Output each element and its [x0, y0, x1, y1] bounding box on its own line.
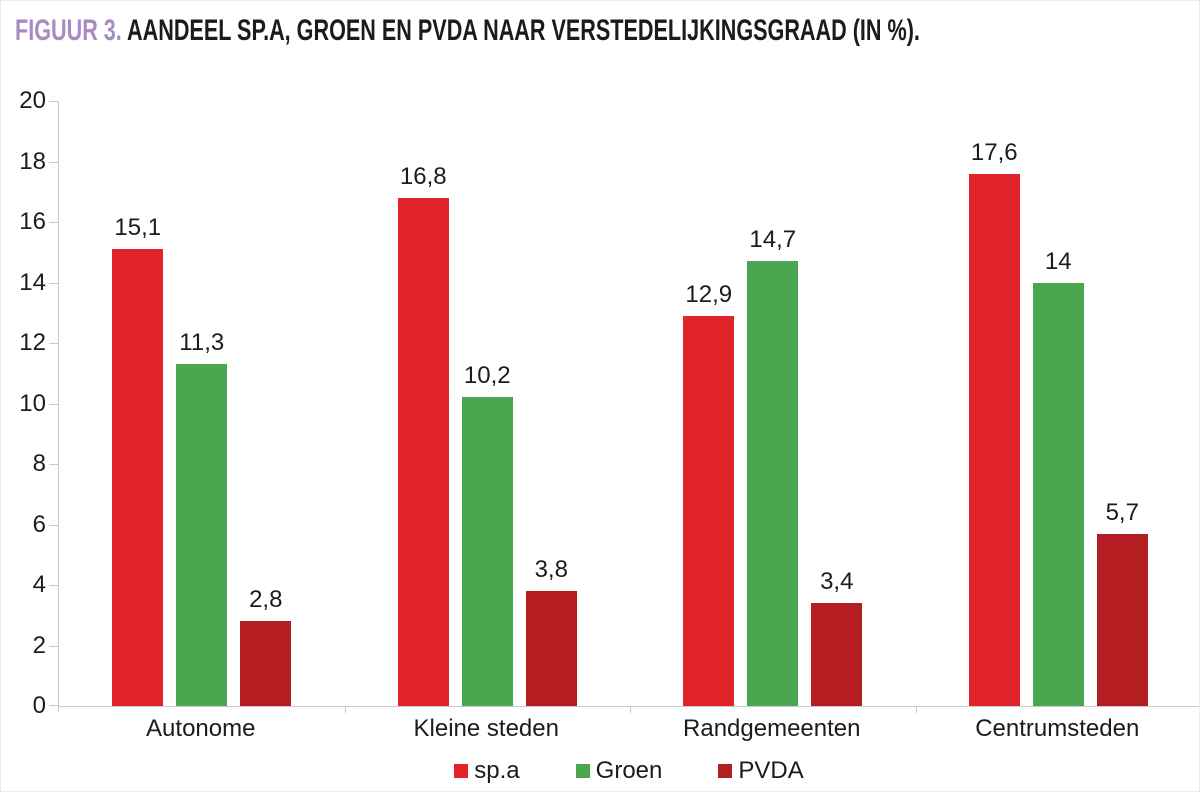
y-tick-label-14: 14	[19, 268, 46, 296]
legend: sp.a Groen PVDA	[58, 757, 1199, 785]
bar-pvda-centrumsteden	[1096, 533, 1148, 706]
bar-groen-autonome	[176, 364, 228, 706]
x-tick-mark-2	[630, 706, 631, 713]
y-tick-mark-8	[49, 464, 58, 465]
y-tick-label-20: 20	[19, 87, 46, 114]
legend-label-sp-a: sp.a	[474, 757, 520, 784]
y-tick-label-16: 16	[19, 208, 46, 235]
legend-label-groen: Groen	[595, 757, 663, 784]
value-label-groen-autonome: 11,3	[179, 329, 225, 357]
y-tick-label-2: 2	[32, 631, 46, 659]
value-label-sp-a-centrumsteden: 17,6	[970, 138, 1018, 166]
y-tick-label-18: 18	[19, 147, 46, 175]
legend-item-groen: Groen	[575, 757, 663, 785]
y-tick-mark-0	[49, 705, 58, 706]
value-label-sp-a-autonome: 15,1	[114, 214, 162, 242]
x-tick-mark-3	[915, 706, 917, 713]
figure-title: FIGUUR 3. AANDEEL SP.A, GROEN EN PVDA NA…	[15, 15, 920, 47]
y-tick-label-6: 6	[32, 510, 46, 538]
bar-groen-kleine-steden	[461, 397, 513, 706]
y-tick-label-12: 12	[19, 329, 46, 356]
y-tick-mark-10	[49, 403, 58, 405]
bar-groen-centrumsteden	[1032, 282, 1084, 706]
x-axis-label-autonome: Autonome	[146, 715, 256, 742]
legend-label-pvda: PVDA	[738, 757, 804, 784]
y-tick-label-0: 0	[32, 692, 46, 719]
bar-pvda-randgemeenten	[811, 603, 863, 706]
value-label-groen-randgemeenten: 14,7	[749, 226, 797, 254]
value-label-pvda-autonome: 2,8	[249, 586, 283, 614]
plot-area: 15,1 11,3 2,8 16,8 10,2 3,8 12,9 14,7 3,4 17,6 14 5…	[49, 101, 1199, 713]
legend-swatch-icon-groen	[575, 764, 590, 778]
y-tick-label-8: 8	[32, 450, 46, 477]
bar-sp-a-centrumsteden	[968, 173, 1020, 706]
value-label-pvda-kleine-steden: 3,8	[534, 556, 568, 584]
bar-pvda-kleine-steden	[525, 591, 577, 706]
bar-sp-a-kleine-steden	[397, 197, 449, 706]
figure-title-text: AANDEEL SP.A, GROEN EN PVDA NAAR VERSTED…	[121, 14, 920, 47]
y-tick-mark-16	[49, 222, 58, 223]
bar-groen-randgemeenten	[747, 261, 799, 706]
bar-pvda-autonome	[240, 621, 292, 706]
y-axis-line-extension	[58, 706, 59, 712]
x-axis-label-randgemeenten: Randgemeenten	[683, 715, 861, 742]
y-tick-mark-14	[49, 282, 58, 284]
y-tick-mark-18	[49, 161, 58, 163]
y-tick-label-10: 10	[19, 389, 46, 417]
legend-item-sp-a: sp.a	[454, 757, 520, 785]
value-label-sp-a-kleine-steden: 16,8	[399, 162, 447, 190]
y-tick-mark-20	[49, 101, 58, 102]
y-tick-mark-2	[49, 645, 58, 647]
x-axis-label-kleine-steden: Kleine steden	[413, 715, 559, 742]
y-tick-mark-12	[49, 343, 58, 344]
legend-swatch-icon-pvda	[718, 764, 733, 778]
value-label-sp-a-randgemeenten: 12,9	[685, 280, 733, 308]
y-tick-label-4: 4	[32, 571, 46, 598]
figure-number: FIGUUR 3.	[15, 14, 122, 47]
x-tick-mark-1	[344, 706, 346, 713]
legend-item-pvda: PVDA	[718, 757, 804, 785]
bar-sp-a-randgemeenten	[683, 315, 735, 706]
value-label-pvda-centrumsteden: 5,7	[1105, 498, 1139, 526]
y-tick-mark-4	[49, 585, 58, 586]
value-label-groen-centrumsteden: 14	[1044, 247, 1072, 275]
legend-swatch-icon-sp-a	[454, 764, 469, 778]
x-axis-labels: Autonome Kleine steden Randgemeenten Centru…	[58, 715, 1199, 745]
x-axis-label-centrumsteden: Centrumsteden	[975, 715, 1140, 742]
value-label-groen-kleine-steden: 10,2	[463, 362, 511, 390]
y-tick-mark-6	[49, 524, 58, 526]
bar-sp-a-autonome	[112, 249, 164, 706]
value-label-pvda-randgemeenten: 3,4	[820, 568, 854, 596]
y-axis-labels: 0 2 4 6 8 10 12 14 16 18 20	[1, 89, 46, 718]
